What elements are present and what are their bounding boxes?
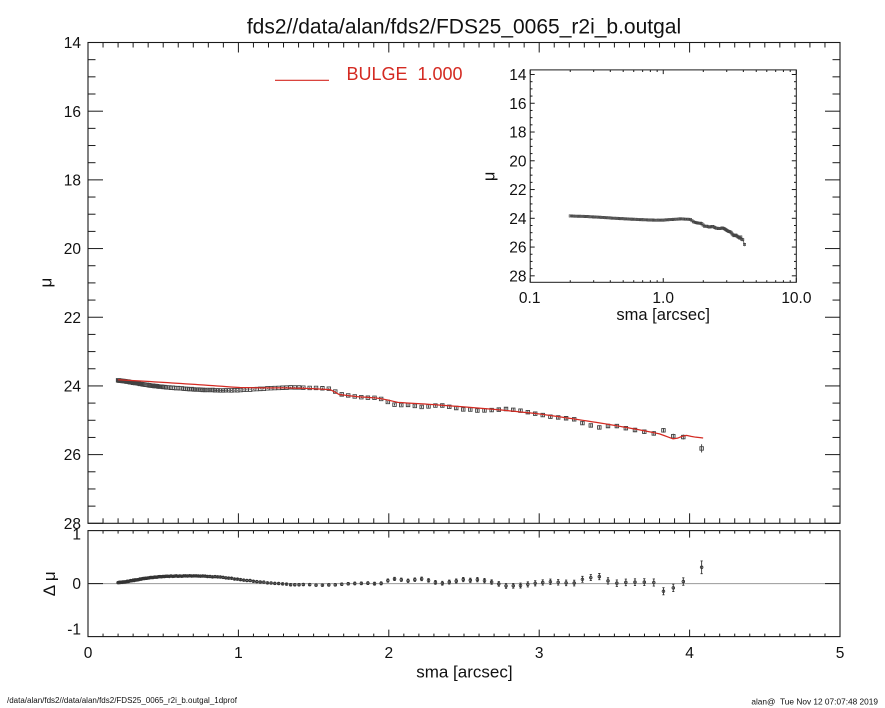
svg-text:1: 1 bbox=[234, 645, 243, 662]
svg-text:16: 16 bbox=[64, 104, 81, 121]
svg-text:0: 0 bbox=[72, 576, 81, 593]
svg-text:26: 26 bbox=[64, 447, 81, 464]
svg-text:14: 14 bbox=[509, 67, 527, 84]
svg-text:14: 14 bbox=[64, 35, 82, 52]
svg-text:1: 1 bbox=[72, 527, 81, 544]
svg-text:2: 2 bbox=[384, 645, 393, 662]
svg-text:26: 26 bbox=[509, 240, 526, 257]
svg-text:0.1: 0.1 bbox=[519, 290, 541, 307]
svg-text:4: 4 bbox=[685, 645, 694, 662]
svg-text:3: 3 bbox=[535, 645, 544, 662]
svg-text:1.0: 1.0 bbox=[652, 290, 674, 307]
svg-text:24: 24 bbox=[509, 211, 527, 228]
svg-text:16: 16 bbox=[509, 96, 526, 113]
svg-text:fds2//data/alan/fds2/FDS25_006: fds2//data/alan/fds2/FDS25_0065_r2i_b.ou… bbox=[247, 15, 681, 38]
svg-text:-1: -1 bbox=[67, 621, 81, 638]
svg-text:Δ μ: Δ μ bbox=[40, 571, 59, 596]
svg-text:alan@ Tue Nov 12 07:07:48 201: alan@ Tue Nov 12 07:07:48 2019 bbox=[751, 697, 878, 707]
svg-text:10.0: 10.0 bbox=[781, 290, 812, 307]
svg-text:24: 24 bbox=[64, 379, 82, 396]
svg-text:22: 22 bbox=[509, 182, 526, 199]
svg-text:22: 22 bbox=[64, 310, 81, 327]
svg-text:BULGE 1.000: BULGE 1.000 bbox=[346, 64, 462, 84]
svg-text:28: 28 bbox=[64, 516, 81, 533]
svg-text:20: 20 bbox=[509, 153, 527, 170]
svg-text:5: 5 bbox=[836, 645, 845, 662]
svg-text:sma [arcsec]: sma [arcsec] bbox=[416, 663, 512, 682]
svg-text:28: 28 bbox=[509, 268, 526, 285]
svg-text:0: 0 bbox=[84, 645, 93, 662]
svg-text:μ: μ bbox=[37, 278, 56, 288]
svg-text:18: 18 bbox=[509, 125, 526, 142]
svg-text:/data/alan/fds2//data/alan/fds: /data/alan/fds2//data/alan/fds2/FDS25_00… bbox=[7, 696, 238, 705]
svg-text:sma [arcsec]: sma [arcsec] bbox=[616, 306, 710, 324]
svg-text:18: 18 bbox=[64, 172, 81, 189]
svg-text:μ: μ bbox=[481, 172, 499, 182]
svg-text:20: 20 bbox=[64, 241, 82, 258]
